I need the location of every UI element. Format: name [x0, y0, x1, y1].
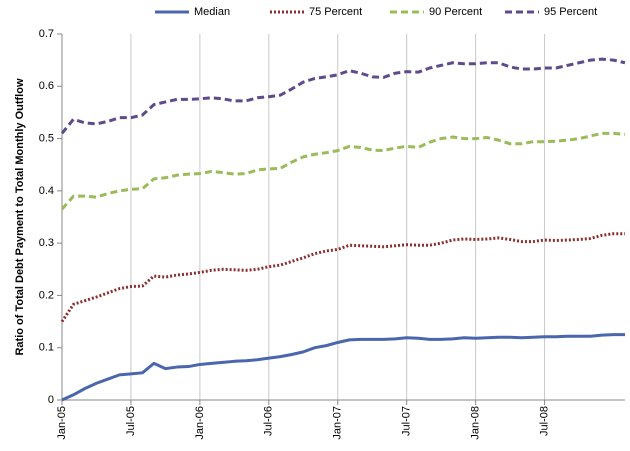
- x-tick-label: Jul-05: [125, 406, 137, 436]
- x-tick-label: Jul-08: [538, 406, 550, 436]
- x-tick-label: Jan-08: [470, 406, 482, 440]
- series-line: [60, 57, 626, 135]
- y-axis-label: Ratio of Total Debt Payment to Total Mon…: [14, 78, 26, 355]
- x-tick-label: Jul-06: [263, 406, 275, 436]
- y-tick-label: 0.6: [39, 80, 54, 92]
- legend-label: 90 Percent: [429, 6, 482, 18]
- series-line: [60, 232, 625, 323]
- y-tick-label: 0.3: [39, 237, 54, 249]
- y-tick-label: 0.1: [39, 342, 54, 354]
- y-tick-label: 0.5: [39, 132, 54, 144]
- x-tick-label: Jan-05: [56, 406, 68, 440]
- series-line: [61, 333, 625, 402]
- x-tick-label: Jan-06: [194, 406, 206, 440]
- y-tick-label: 0.7: [39, 28, 54, 40]
- legend-label: Median: [194, 6, 230, 18]
- legend-label: 75 Percent: [309, 6, 362, 18]
- x-tick-label: Jan-07: [332, 406, 344, 440]
- series-line: [60, 131, 626, 211]
- x-tick-label: Jul-07: [401, 406, 413, 436]
- legend-label: 95 Percent: [544, 6, 597, 18]
- y-tick-label: 0.2: [39, 289, 54, 301]
- y-tick-label: 0: [48, 394, 54, 406]
- y-tick-label: 0.4: [39, 185, 54, 197]
